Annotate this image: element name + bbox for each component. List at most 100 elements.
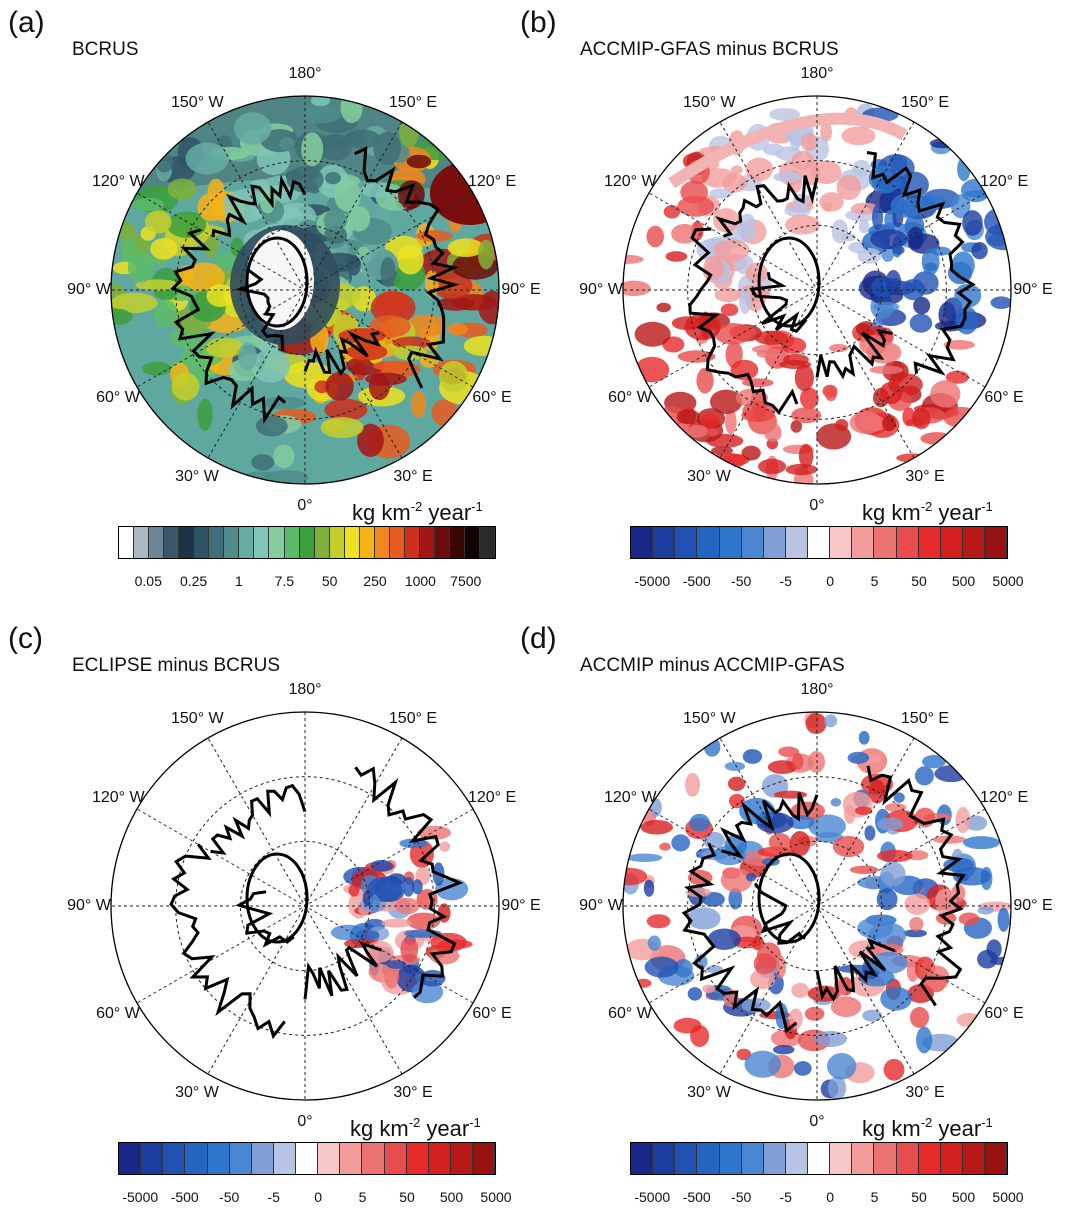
longitude-label: 30° W [175, 1084, 219, 1102]
longitude-label: 120° W [91, 173, 145, 190]
colorbar-tick-label: 0.05 [134, 573, 162, 589]
colorbar-cell [384, 1143, 407, 1174]
colorbar-cell [239, 527, 255, 558]
colorbar-cell [631, 1143, 654, 1174]
colorbar-tick-label: 0 [826, 573, 835, 589]
colorbar-cell [273, 1143, 296, 1174]
colorbar-tick-label: 1 [235, 573, 243, 589]
colorbar-cell [254, 527, 270, 558]
longitude-label: 30° W [687, 1084, 731, 1102]
longitude-label: 60° E [984, 1005, 1024, 1022]
colorbar-tick-label: 0 [314, 1189, 323, 1205]
colorbar-cell [653, 527, 676, 558]
colorbar-tick-label: -500 [682, 1189, 711, 1205]
colorbar-cell [697, 527, 720, 558]
colorbar-cell [675, 1143, 698, 1174]
units-label: kg km-2 year-1 [862, 500, 993, 524]
longitude-label: 120° W [91, 789, 145, 806]
coastlines [688, 151, 976, 415]
panel-letter: (c) [8, 622, 43, 655]
colorbar-cell [852, 527, 875, 558]
colorbar-cell [269, 527, 285, 558]
units-text: kg km [862, 1116, 921, 1141]
longitude-label: 150° W [683, 93, 736, 111]
longitude-label: 180° [800, 681, 834, 698]
colorbar-cell [209, 527, 225, 558]
colorbar-tick-label: 500 [951, 1189, 976, 1205]
colorbar-cell [896, 527, 919, 558]
colorbar-cell [224, 527, 240, 558]
longitude-label: 120° E [979, 789, 1029, 806]
units-exponent: -2 [920, 499, 933, 514]
longitude-label: 90° W [67, 281, 111, 298]
panel-b: (b) ACCMIP-GFAS minus BCRUS 180° 150° E 120°… [512, 0, 1053, 601]
colorbar-cell [852, 1143, 875, 1174]
units-exponent: -2 [920, 1115, 933, 1130]
colorbar-tick-label: 50 [911, 1189, 927, 1205]
colorbar [630, 526, 1008, 559]
longitude-label: 120° W [603, 173, 657, 190]
longitude-label: 150° E [900, 93, 950, 111]
colorbar-cell [434, 527, 451, 558]
units-label: kg km-2 year-1 [862, 1116, 993, 1140]
colorbar-cell [874, 527, 897, 558]
panel-letter: (a) [8, 6, 45, 39]
longitude-label: 120° E [467, 789, 517, 806]
map-boundary [622, 95, 1012, 485]
colorbar-tick-label: 500 [951, 573, 976, 589]
map-boundary [110, 711, 500, 1101]
colorbar-tick-label: -5000 [634, 573, 671, 589]
colorbar-cell [719, 1143, 742, 1174]
colorbar-tick-label: -50 [731, 1189, 752, 1205]
units-text: kg km [350, 1116, 409, 1141]
colorbar-tick-label: 250 [363, 573, 387, 589]
colorbar-cell [480, 527, 496, 558]
units-text: year [932, 500, 982, 525]
colorbar-cell [450, 527, 466, 558]
colorbar-tick-label: 5 [870, 1189, 879, 1205]
colorbar-cell [194, 527, 210, 558]
colorbar-tick-label: 1000 [404, 573, 436, 589]
colorbar-tick-label: -5000 [634, 1189, 671, 1205]
colorbar-cell [149, 527, 165, 558]
colorbar-cell [163, 1143, 186, 1174]
colorbar-cell [985, 1143, 1008, 1174]
colorbar-ticks: -5000 -500 -50 -5 0 5 50 500 5000 [630, 573, 1023, 590]
units-label: kg km-2 year-1 [352, 500, 483, 524]
colorbar-cell [179, 527, 195, 558]
colorbar-cell [473, 1143, 496, 1174]
longitude-label: 60° W [96, 389, 140, 406]
colorbar-cell [830, 527, 853, 558]
units-exponent: -2 [410, 499, 423, 514]
longitude-label: 90° E [1013, 281, 1053, 298]
colorbar-tick-label: 5 [358, 1189, 367, 1205]
colorbar-cell [318, 1143, 341, 1174]
longitude-label: 180° [288, 65, 322, 82]
colorbar-cell [119, 1143, 142, 1174]
colorbar-cell [329, 527, 345, 558]
longitude-label: 30° E [393, 1084, 433, 1102]
colorbar-cell [134, 527, 150, 558]
colorbar-cell [741, 1143, 764, 1174]
units-text: year [932, 1116, 982, 1141]
colorbar-cell [653, 1143, 676, 1174]
colorbar-cell [697, 1143, 720, 1174]
panel-title: BCRUS [72, 39, 139, 60]
longitude-label: 90° W [67, 897, 111, 914]
longitude-label: 60° E [472, 1005, 512, 1022]
map-boundary [110, 95, 500, 485]
colorbar-cell [465, 527, 481, 558]
longitude-label: 120° W [603, 789, 657, 806]
longitude-label: 90° E [501, 897, 541, 914]
colorbar-cell [296, 1143, 319, 1174]
colorbar [118, 526, 496, 559]
longitude-label: 60° E [984, 389, 1024, 406]
longitude-label: 120° E [467, 173, 517, 190]
colorbar-tick-label: -500 [682, 573, 711, 589]
colorbar-tick-label: -50 [731, 573, 752, 589]
colorbar-cell [918, 1143, 941, 1174]
colorbar-tick-label: 50 [399, 1189, 415, 1205]
colorbar-cell [896, 1143, 919, 1174]
colorbar-cell [763, 527, 786, 558]
colorbar-cell [428, 1143, 451, 1174]
